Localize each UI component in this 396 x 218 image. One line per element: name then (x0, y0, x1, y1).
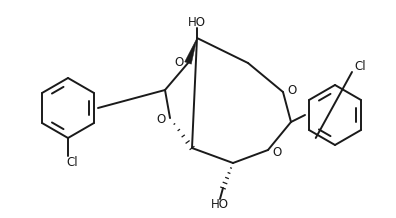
Text: Cl: Cl (66, 155, 78, 169)
Text: Cl: Cl (354, 60, 366, 73)
Text: HO: HO (211, 199, 229, 211)
Text: O: O (157, 112, 166, 126)
Text: O: O (287, 83, 296, 97)
Polygon shape (185, 38, 197, 64)
Text: HO: HO (188, 15, 206, 29)
Text: O: O (175, 56, 184, 68)
Text: O: O (272, 145, 281, 158)
